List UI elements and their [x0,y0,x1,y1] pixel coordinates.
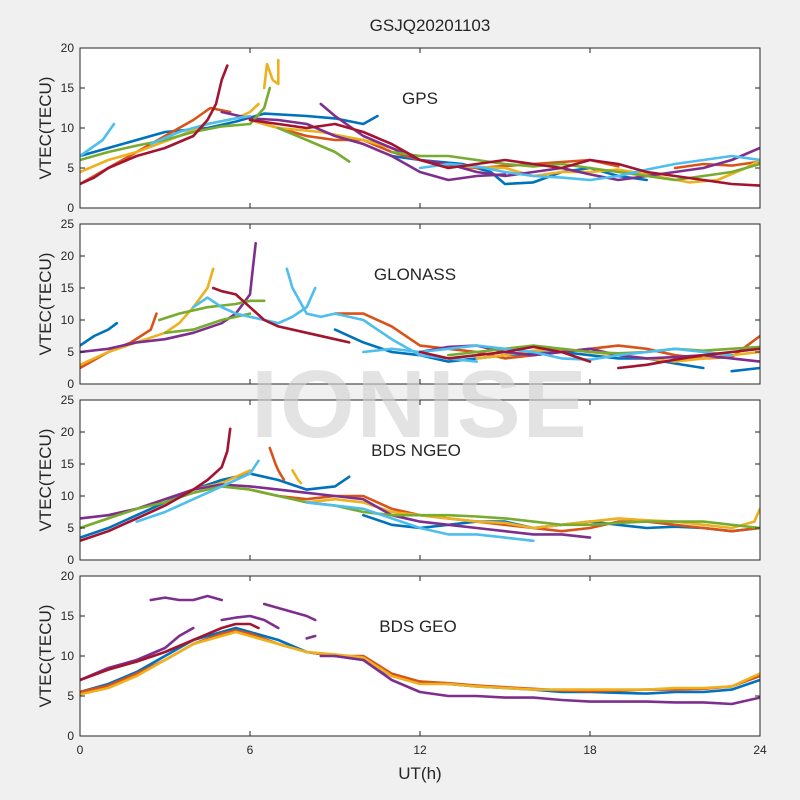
series-line-9 [319,654,760,706]
series-line-7 [262,58,280,90]
panel-title-bds-ngeo: BDS NGEO [371,441,461,460]
y-tick-label: 20 [61,41,75,55]
series-line-1 [80,321,119,347]
figure-title: GSJQ20201103 [370,16,491,35]
y-tick-label: 10 [61,649,75,663]
plot-area [80,400,760,560]
x-axis-label: UT(h) [398,764,441,783]
y-tick-label: 15 [61,81,75,95]
series-line-10 [135,459,260,523]
x-tick-label: 6 [247,743,254,757]
series-line-9 [80,485,760,530]
subplot-bds-ngeo: 0 5 10 15 20 25 BDS NGEO VTEC(TECU) [36,393,761,567]
series-line-4 [248,118,620,170]
series-line-18 [248,118,760,187]
series-line-8 [305,634,317,640]
series-group [80,427,760,543]
series-group [80,594,760,706]
x-tick-label: 18 [583,743,597,757]
y-tick-label: 0 [67,377,74,391]
y-tick-label: 0 [67,553,74,567]
series-line-15 [149,114,252,146]
y-tick-label: 20 [61,569,75,583]
series-line-1 [80,472,351,539]
series-line-7 [262,602,317,622]
series-line-17 [80,64,229,186]
series-line-6 [291,469,303,485]
y-tick-label: 10 [61,121,75,135]
series-line-3 [268,446,286,482]
y-axis-label: VTEC(TECU) [36,605,55,708]
y-tick-label: 15 [61,609,75,623]
series-line-8 [80,241,257,354]
y-axis-label: VTEC(TECU) [36,77,55,180]
subplot-gps: 0 5 10 15 20 GPS VTEC(TECU) [36,41,761,215]
series-line-10 [80,622,260,682]
series-line-3 [80,630,760,696]
series-line-6 [80,102,260,174]
y-tick-label: 5 [67,689,74,703]
series-line-11 [163,312,252,335]
series-line-11 [305,501,535,543]
subplots: 0 5 10 15 20 GPS VTEC(TECU) 0 5 10 15 20 25 GLONASS VT… [36,41,767,757]
series-line-13 [192,286,317,325]
panel-title-bds-geo: BDS GEO [379,617,456,636]
y-tick-label: 15 [61,457,75,471]
series-line-6 [220,614,280,630]
subplot-glonass: 0 5 10 15 20 25 GLONASS VTEC(TECU) [36,217,761,391]
y-tick-label: 20 [61,249,75,263]
series-line-12 [80,427,232,543]
series-line-9 [319,102,760,182]
series-line-3 [730,366,760,373]
series-line-10 [220,110,507,182]
y-tick-label: 5 [67,345,74,359]
series-line-12 [277,126,351,163]
series-group [80,58,760,187]
y-tick-label: 5 [67,521,74,535]
series-line-14 [285,267,478,363]
y-tick-label: 10 [61,313,75,327]
series-line-13 [390,150,760,182]
series-line-18 [617,347,760,370]
y-axis-label: VTEC(TECU) [36,429,55,532]
series-line-7 [305,497,760,530]
x-tick-label: 24 [753,743,767,757]
series-group [80,241,760,373]
y-tick-label: 15 [61,281,75,295]
plot-area [80,48,760,208]
plot-area [80,576,760,736]
y-tick-label: 25 [61,393,75,407]
x-tick-label: 0 [77,743,84,757]
series-line-6 [80,267,215,367]
series-line-8 [80,483,592,539]
y-tick-label: 10 [61,489,75,503]
panel-title-glonass: GLONASS [374,265,456,284]
y-tick-label: 25 [61,217,75,231]
y-tick-label: 0 [67,201,74,215]
y-axis-label: VTEC(TECU) [36,253,55,356]
series-line-14 [80,122,116,158]
panel-title-gps: GPS [402,89,438,108]
y-tick-label: 20 [61,425,75,439]
x-tick-label: 12 [413,743,427,757]
series-line-16 [211,286,351,344]
series-line-17 [418,345,592,363]
series-line-16 [418,154,760,182]
series-line-11 [80,86,272,162]
subplot-bds-geo: 0 5 10 15 20 0 6 12 18 24 BDS GEO VTEC(TECU) [36,569,767,757]
series-line-5 [149,594,223,602]
y-tick-label: 0 [67,729,74,743]
series-line-15 [362,344,733,361]
y-tick-label: 5 [67,161,74,175]
